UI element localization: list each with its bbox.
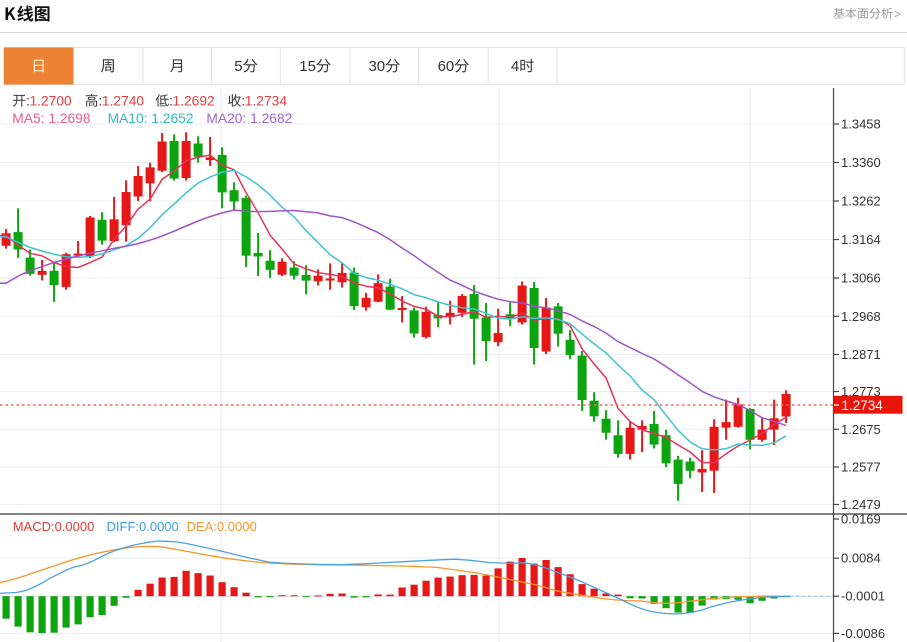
svg-text:1.3360: 1.3360: [841, 155, 881, 170]
svg-text:1.2734: 1.2734: [245, 94, 288, 109]
svg-text::: :: [99, 94, 103, 109]
svg-text:MACD:0.0000: MACD:0.0000: [13, 519, 95, 534]
svg-text:0.0084: 0.0084: [841, 551, 881, 566]
svg-text:0: 0: [446, 58, 454, 75]
svg-text:1.2734: 1.2734: [842, 398, 884, 413]
svg-text:5: 5: [308, 58, 316, 75]
svg-text:6: 6: [438, 58, 446, 75]
svg-text:1.3164: 1.3164: [841, 232, 881, 247]
svg-text:1.2577: 1.2577: [841, 460, 881, 475]
svg-text:>: >: [894, 7, 901, 21]
svg-text:-0.0001: -0.0001: [841, 589, 885, 604]
svg-text:DIFF:0.0000: DIFF:0.0000: [107, 519, 179, 534]
svg-text:DEA:0.0000: DEA:0.0000: [187, 519, 257, 534]
svg-text:MA10: 1.2652: MA10: 1.2652: [108, 111, 194, 126]
svg-text:1: 1: [299, 58, 307, 75]
svg-text:MA5: 1.2698: MA5: 1.2698: [12, 111, 91, 126]
svg-text:1.2773: 1.2773: [841, 384, 881, 399]
svg-text:-0.0086: -0.0086: [841, 626, 885, 641]
svg-text:1.3066: 1.3066: [841, 271, 881, 286]
svg-text:1.2692: 1.2692: [173, 94, 215, 109]
svg-text:4: 4: [511, 58, 519, 75]
svg-text::: :: [169, 94, 173, 109]
svg-text:0: 0: [377, 58, 385, 75]
svg-text:1.2700: 1.2700: [30, 94, 73, 109]
svg-text:1.2740: 1.2740: [102, 94, 145, 109]
svg-text:3: 3: [369, 58, 377, 75]
svg-text:0.0169: 0.0169: [841, 512, 881, 527]
svg-text:5: 5: [234, 58, 242, 75]
svg-text::: :: [26, 94, 30, 109]
svg-text::: :: [241, 94, 245, 109]
svg-text:1.2968: 1.2968: [841, 309, 881, 324]
svg-text:1.2479: 1.2479: [841, 497, 881, 512]
svg-text:1.2675: 1.2675: [841, 422, 881, 437]
svg-text:1.2871: 1.2871: [841, 347, 881, 362]
svg-text:1.3458: 1.3458: [841, 117, 881, 132]
svg-text:1.3262: 1.3262: [841, 194, 881, 209]
svg-text:MA20: 1.2682: MA20: 1.2682: [206, 111, 292, 126]
